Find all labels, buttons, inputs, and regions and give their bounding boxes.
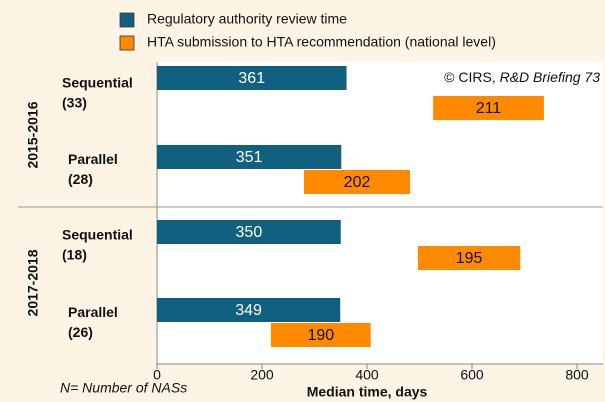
bar-label: 195 — [456, 250, 483, 267]
legend-swatch — [119, 35, 135, 51]
category-label: Sequential — [62, 75, 133, 91]
bar-label: 361 — [238, 70, 265, 87]
category-count: (28) — [68, 171, 93, 187]
group-label: 2017-2018 — [25, 249, 41, 316]
bar — [304, 170, 411, 194]
x-tick-label: 0 — [153, 367, 161, 383]
bar — [157, 220, 341, 244]
category-label: Parallel — [68, 304, 118, 320]
x-tick-label: 800 — [565, 367, 589, 383]
x-tick-label: 200 — [250, 367, 274, 383]
bar-label: 351 — [236, 149, 263, 166]
category-count: (33) — [62, 95, 87, 111]
bar-label: 190 — [307, 327, 334, 344]
group-label: 2015-2016 — [25, 101, 41, 168]
bar-label: 211 — [476, 100, 502, 117]
legend-swatch — [119, 12, 135, 28]
x-tick-label: 400 — [355, 367, 379, 383]
category-label: Sequential — [62, 227, 133, 243]
bar — [157, 66, 347, 90]
category-label: Parallel — [68, 151, 118, 167]
bar — [433, 96, 544, 120]
category-count: (18) — [62, 247, 87, 263]
bar — [417, 246, 521, 270]
legend-label: HTA submission to HTA recommendation (na… — [147, 34, 496, 50]
bar-label: 349 — [235, 302, 262, 319]
legend-label: Regulatory authority review time — [147, 11, 347, 27]
note: N= Number of NASs — [60, 380, 187, 396]
bar-label: 350 — [236, 224, 263, 241]
x-tick-label: 600 — [460, 367, 484, 383]
x-axis-label: Median time, days — [307, 384, 428, 400]
bar — [157, 298, 341, 322]
bar — [270, 323, 371, 347]
bar — [157, 145, 342, 169]
annotation: © CIRS, R&D Briefing 73 — [444, 69, 600, 85]
category-count: (26) — [68, 324, 93, 340]
bar-label: 202 — [344, 174, 371, 191]
